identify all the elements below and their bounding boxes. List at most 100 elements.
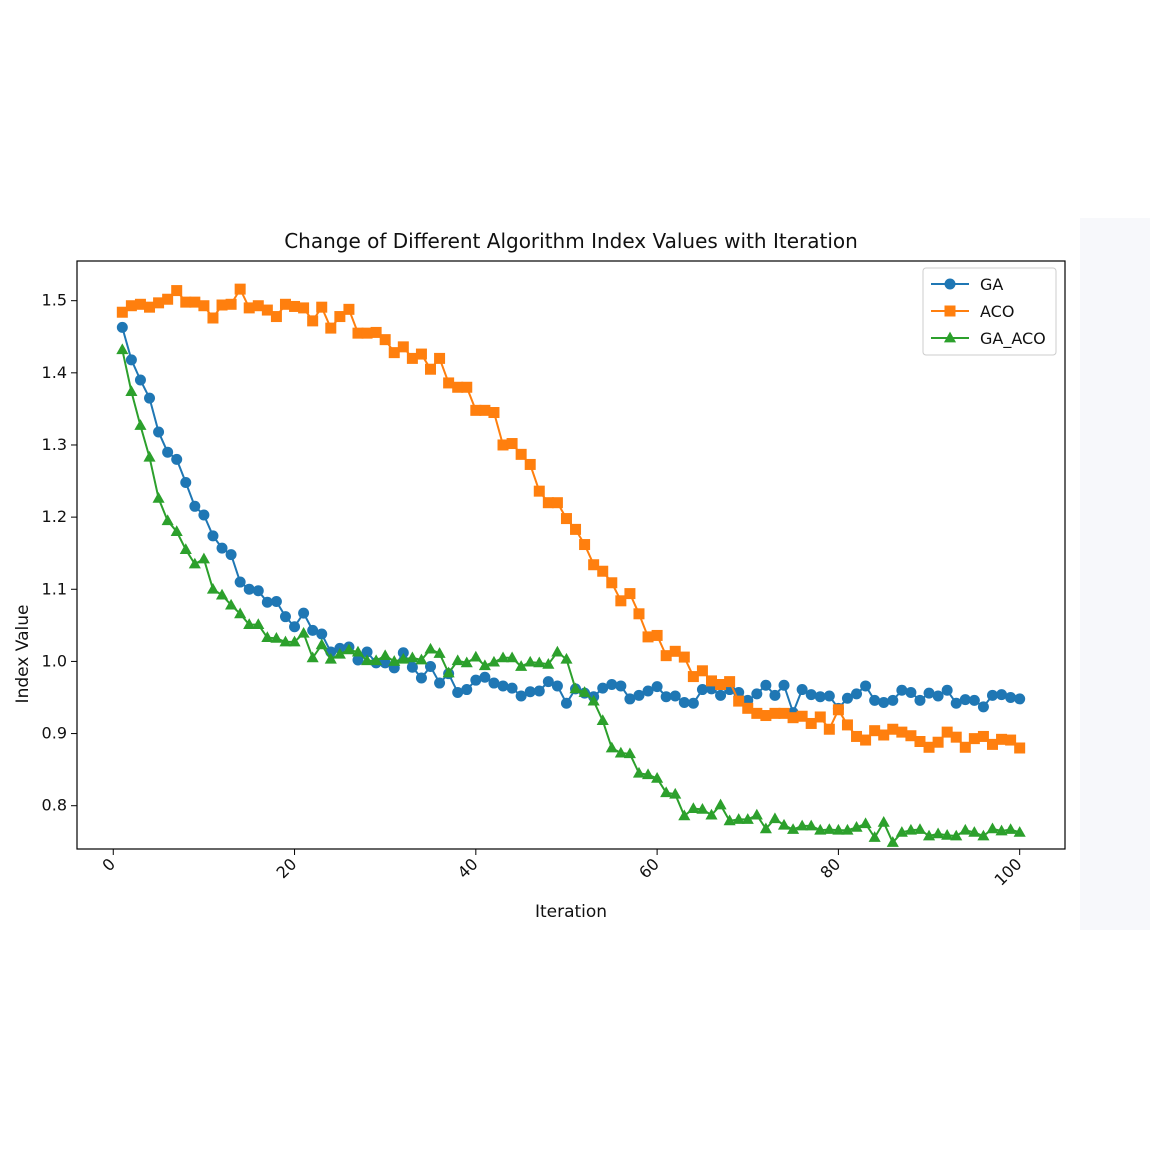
aco-point: [289, 300, 301, 312]
legend-box: [922, 267, 1057, 356]
ga-aco-point: [460, 656, 473, 668]
ga-point: [715, 689, 727, 701]
ga-aco-point: [723, 814, 736, 826]
ga-aco-point: [496, 651, 510, 663]
ga-point: [352, 654, 364, 666]
ga-aco-point: [370, 654, 383, 666]
y-tick-label: 1.3: [42, 435, 67, 454]
ga-aco-point: [188, 557, 201, 569]
ga-point: [986, 689, 998, 701]
aco-point: [270, 311, 282, 323]
ga-point: [361, 646, 373, 658]
aco-point: [597, 565, 609, 577]
aco-point: [696, 665, 708, 677]
ga-aco-point: [995, 824, 1008, 836]
ga-aco-point: [868, 831, 881, 842]
ga-aco-point: [506, 651, 519, 663]
ga-point: [905, 686, 917, 698]
aco-point: [932, 736, 944, 748]
series-ga-aco: [116, 343, 1026, 847]
ga-point: [289, 621, 301, 633]
ga-aco-point: [197, 552, 210, 564]
ga-point: [1014, 693, 1026, 705]
x-tick-label: 40: [454, 854, 482, 882]
ga-point: [950, 697, 962, 709]
aco-point: [579, 539, 591, 551]
ga-point: [316, 628, 328, 640]
x-axis-title: Iteration: [535, 902, 607, 922]
aco-point: [851, 730, 863, 742]
ga-point: [461, 684, 473, 696]
ga-point: [307, 624, 319, 636]
ga-aco-point: [932, 827, 945, 839]
aco-point: [968, 733, 980, 745]
axes-layer: 0.8 0.9 1.0 1.1 1.2 1.3 1.4 1.5 0 20 40 60 80 100: [42, 260, 1066, 889]
ga-aco-point: [161, 514, 174, 526]
ga-aco-point: [134, 419, 147, 430]
ga-aco-point: [741, 813, 754, 824]
aco-point: [796, 710, 808, 722]
ga-point: [941, 684, 953, 696]
aco-point: [189, 296, 201, 308]
ga-aco-point: [605, 741, 618, 753]
ga-point: [180, 476, 192, 488]
ga-point: [696, 684, 708, 696]
aco-point: [760, 710, 772, 722]
aco-point: [733, 695, 745, 707]
y-tick-label: 1.4: [42, 363, 67, 382]
ga-point: [778, 679, 790, 691]
aco-point: [669, 645, 681, 657]
ga-point: [533, 685, 545, 697]
ga-aco-point: [234, 607, 247, 619]
ga-aco-point: [342, 643, 355, 655]
ga-aco-point: [225, 598, 238, 610]
ga-aco-point: [533, 656, 546, 668]
ga-point: [687, 697, 699, 709]
ga-aco-point: [424, 642, 437, 654]
ga-point: [515, 690, 527, 702]
ga-point: [234, 576, 246, 588]
ga-aco-point: [551, 645, 564, 657]
ga-aco-point: [823, 823, 836, 834]
ga-point: [896, 684, 908, 696]
ga-point: [216, 542, 228, 554]
aco-point: [642, 631, 654, 643]
ga-aco-point: [832, 823, 845, 835]
ga-aco-point: [379, 649, 392, 661]
aco-point: [606, 577, 618, 589]
aco-point: [134, 298, 146, 310]
aco-point: [923, 741, 935, 753]
aco-point: [443, 377, 455, 389]
ga-aco-point: [705, 808, 718, 820]
aco-point: [941, 726, 953, 738]
ga-aco-point: [651, 771, 664, 783]
x-tick-label: 0: [98, 854, 119, 875]
ga-point: [252, 585, 264, 597]
ga-point: [968, 694, 980, 706]
ga-aco-point: [125, 385, 138, 396]
aco-point: [379, 334, 391, 346]
ga-aco-point: [959, 823, 972, 835]
aco-point: [343, 303, 355, 315]
aco-point: [896, 726, 908, 738]
aco-point: [778, 707, 790, 719]
ga-aco-point: [243, 618, 256, 630]
ga-aco-point: [641, 768, 655, 780]
aco-point: [243, 302, 255, 314]
y-tick-label: 0.9: [42, 724, 67, 743]
ga-aco-point: [252, 618, 265, 630]
aco-point: [959, 741, 971, 753]
ga-aco-point: [487, 655, 501, 667]
ga-aco-point: [669, 787, 682, 799]
ga-point: [261, 596, 273, 608]
ga-point: [869, 694, 881, 706]
ga-aco-point: [777, 818, 791, 830]
ga-point: [914, 694, 926, 706]
aco-point: [832, 704, 844, 716]
ga-aco-point: [922, 829, 936, 841]
ga-point: [506, 682, 518, 694]
ga-aco-point: [451, 654, 464, 666]
ga-point: [624, 693, 636, 705]
aco-point: [624, 588, 636, 600]
ga-aco-point: [841, 823, 854, 835]
